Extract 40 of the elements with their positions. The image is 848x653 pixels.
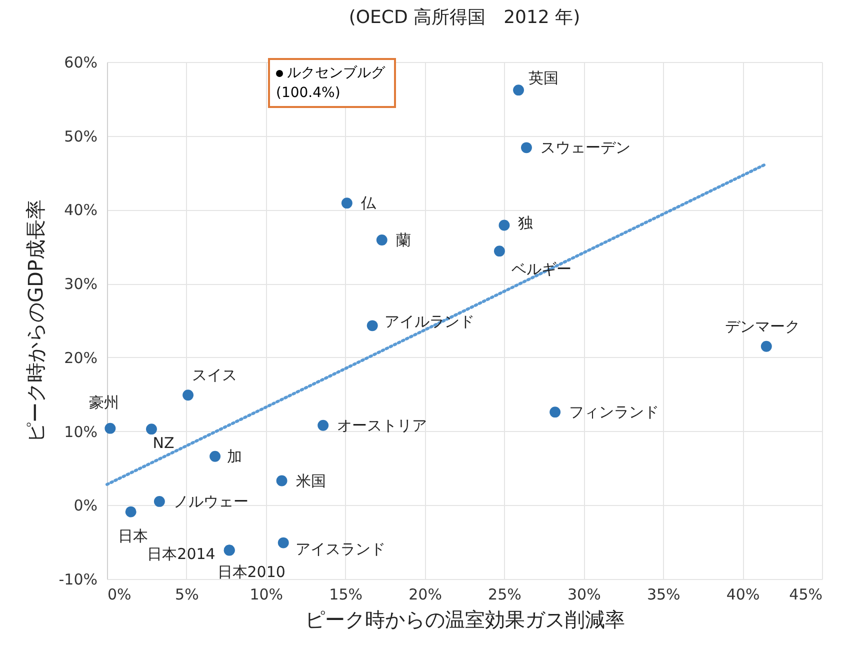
y-tick-label: -10%	[58, 570, 98, 588]
x-tick-label: 40%	[726, 586, 760, 604]
annotation: フィンランド	[569, 403, 660, 422]
x-tick-label: 45%	[789, 586, 822, 604]
annotation: 日本2010	[217, 563, 286, 582]
annotation: オーストリア	[337, 416, 428, 434]
annotation: デンマーク	[724, 317, 800, 336]
x-tick-label: 15%	[329, 586, 363, 604]
y-tick-label: 10%	[64, 422, 98, 441]
annotation: 英国	[528, 69, 559, 88]
x-tick-label: 35%	[646, 586, 680, 604]
annotation: スウェーデン	[540, 138, 630, 157]
annotation: 豪州	[89, 393, 120, 412]
x-tick-label: 20%	[408, 586, 442, 604]
annotation: スイス	[192, 366, 238, 384]
x-tick-label: 5%	[175, 586, 199, 604]
annotation: 日本2014	[147, 545, 216, 564]
y-tick-label: 20%	[64, 348, 98, 367]
annotation: 加	[227, 447, 242, 466]
y-axis-title: ピーク時からのGDP成長率	[24, 200, 48, 442]
x-tick-label: 0%	[108, 586, 132, 604]
annotation: ノルウェー	[173, 492, 248, 510]
y-tick-label: 30%	[64, 275, 98, 294]
annotation: 独	[518, 214, 534, 232]
x-tick-label: 25%	[488, 586, 522, 604]
x-tick-label: 30%	[567, 586, 601, 604]
chart-title: (OECD 高所得国 2012 年)	[348, 7, 580, 28]
y-tick-label: 50%	[64, 127, 98, 146]
y-tick-label: 40%	[64, 201, 98, 220]
x-axis-title: ピーク時からの温室効果ガス削減率	[305, 608, 625, 632]
y-tick-label: 0%	[74, 496, 98, 515]
annotation: 蘭	[396, 230, 411, 249]
x-tick-label: 10%	[250, 586, 284, 604]
y-tick-label: 60%	[64, 54, 98, 72]
annotation: NZ	[152, 434, 174, 452]
annotation: 仏	[360, 194, 377, 212]
annotation: 日本	[118, 526, 148, 545]
annotation: 米国	[296, 472, 326, 490]
label-frame: ルクセンブルグ(100.4%)	[268, 58, 396, 108]
annotation: アイスランド	[295, 540, 386, 558]
